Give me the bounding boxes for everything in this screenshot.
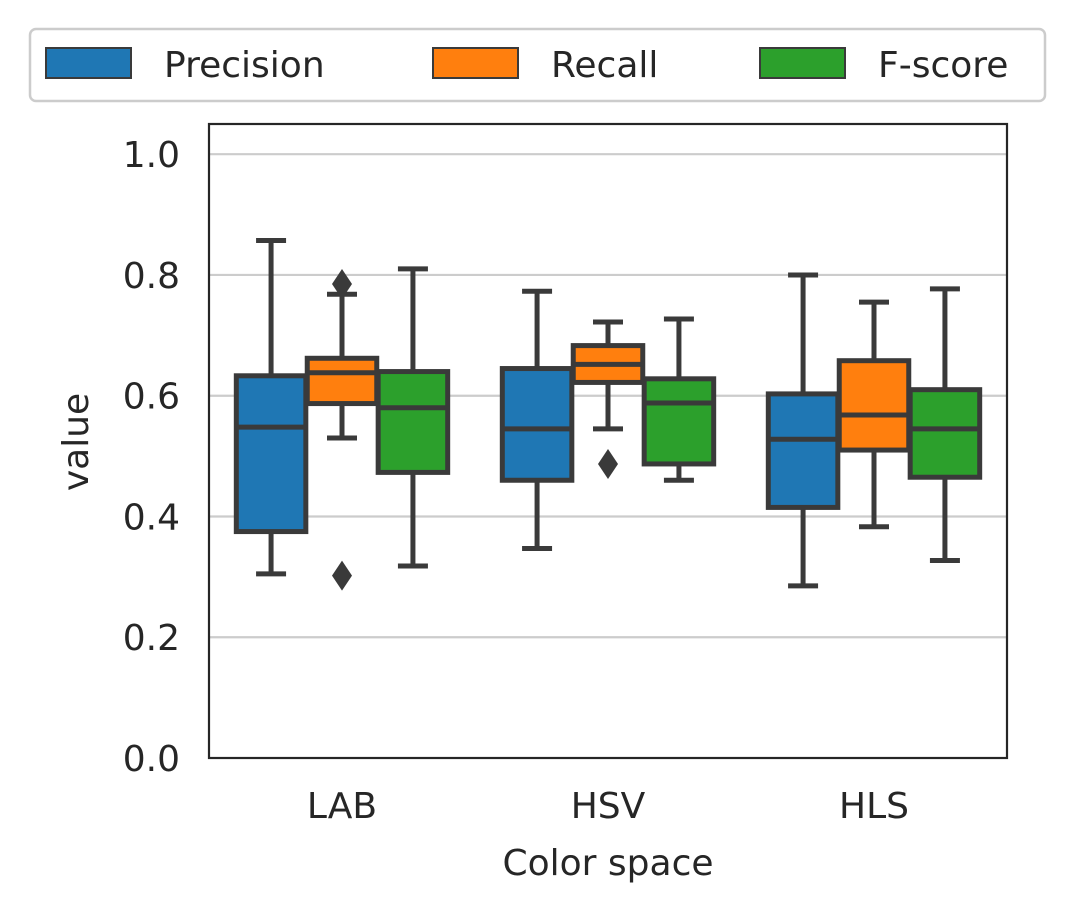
box-iqr — [765, 391, 841, 510]
y-tick-label: 1.0 — [123, 135, 180, 176]
y-tick-label: 0.2 — [123, 618, 180, 659]
box-precision-hsv — [499, 288, 575, 551]
x-axis-label: Color space — [502, 843, 713, 884]
box-iqr — [907, 387, 983, 480]
box-iqr — [836, 358, 912, 453]
x-tick-label: HSV — [571, 786, 646, 827]
legend-label-fscore: F-score — [878, 45, 1008, 86]
y-axis-ticks: 0.0 0.2 0.4 0.6 0.8 1.0 — [123, 135, 180, 780]
box-iqr — [233, 373, 309, 535]
outlier-point — [598, 448, 618, 479]
box-iqr — [499, 366, 575, 483]
legend: Precision Recall F-score — [28, 27, 1047, 103]
outlier-point — [332, 560, 352, 591]
outlier-point — [332, 269, 352, 300]
box-recall-hls — [836, 299, 912, 530]
y-tick-label: 0.0 — [123, 739, 180, 780]
y-tick-label: 0.8 — [123, 256, 180, 297]
y-tick-label: 0.6 — [123, 377, 180, 418]
box-iqr — [304, 355, 380, 407]
box-f-score-lab — [375, 266, 451, 569]
box-iqr — [375, 369, 451, 475]
y-axis-label: value — [56, 393, 97, 491]
box-iqr — [641, 376, 717, 467]
legend-swatch-precision — [45, 47, 132, 79]
box-precision-lab — [233, 238, 309, 577]
x-axis-ticks: LAB HSV HLS — [307, 786, 909, 827]
legend-swatch-recall — [432, 47, 519, 79]
legend-label-recall: Recall — [551, 45, 658, 86]
box-f-score-hls — [907, 286, 983, 564]
x-tick-label: LAB — [307, 786, 377, 827]
x-tick-label: HLS — [839, 786, 909, 827]
box-recall-lab — [304, 269, 380, 591]
box-recall-hsv — [570, 319, 646, 479]
y-tick-label: 0.4 — [123, 497, 180, 538]
boxes — [233, 238, 983, 591]
box-precision-hls — [765, 272, 841, 589]
plot-frame — [207, 122, 1009, 760]
box-f-score-hsv — [641, 316, 717, 483]
legend-swatch-fscore — [759, 47, 846, 79]
legend-label-precision: Precision — [164, 45, 325, 86]
